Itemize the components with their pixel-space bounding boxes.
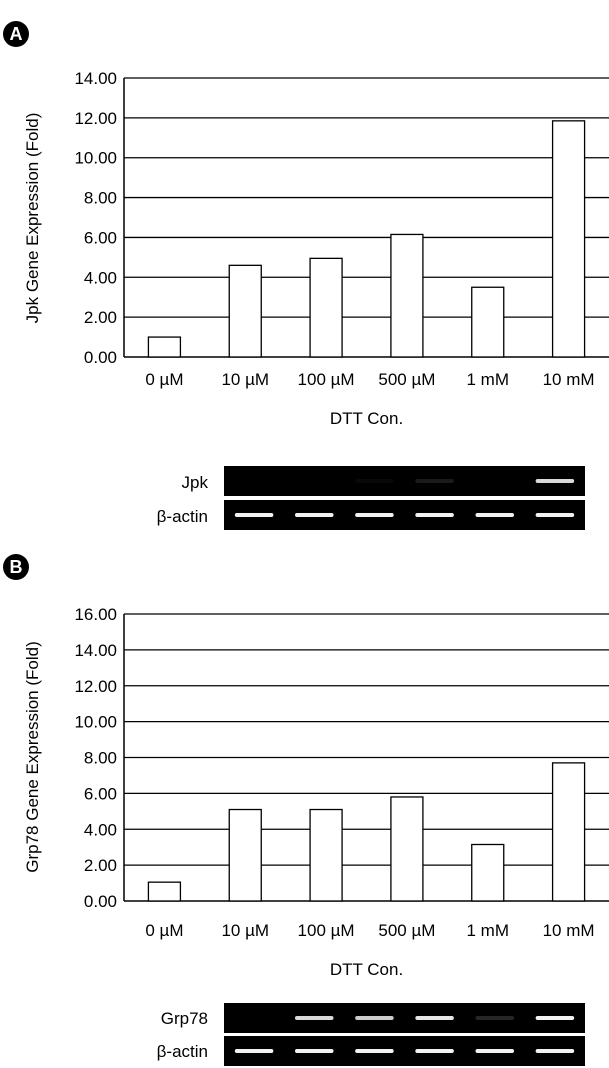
x-tick-label: 1 mM xyxy=(467,921,510,940)
x-tick-label: 100 µM xyxy=(298,921,355,940)
y-tick-label: 14.00 xyxy=(74,641,117,660)
bar xyxy=(309,257,343,358)
bar xyxy=(551,762,586,902)
x-axis-label: DTT Con. xyxy=(330,409,403,428)
x-tick-label: 500 µM xyxy=(378,921,435,940)
x-tick-label: 0 µM xyxy=(145,370,183,389)
y-tick-label: 0.00 xyxy=(84,348,117,367)
y-tick-label: 6.00 xyxy=(84,784,117,803)
bar xyxy=(228,808,262,902)
panel-letter: B xyxy=(10,557,23,577)
gel-band xyxy=(415,513,454,517)
bar xyxy=(147,336,182,358)
bar xyxy=(471,286,505,358)
y-axis-label: Grp78 Gene Expression (Fold) xyxy=(23,641,42,873)
y-tick-label: 8.00 xyxy=(84,749,117,768)
gel-band xyxy=(415,1016,454,1020)
x-tick-label: 1 mM xyxy=(467,370,510,389)
y-tick-label: 4.00 xyxy=(84,268,117,287)
y-tick-label: 2.00 xyxy=(84,856,117,875)
x-tick-label: 100 µM xyxy=(298,370,355,389)
gel-label-actin: β-actin xyxy=(157,507,208,526)
gel-band xyxy=(475,1049,515,1053)
bar xyxy=(390,796,424,902)
gel-band xyxy=(475,1016,515,1020)
x-tick-label: 10 µM xyxy=(221,921,269,940)
y-tick-label: 14.00 xyxy=(74,69,117,88)
gel-band xyxy=(535,479,575,483)
gel-band xyxy=(355,479,394,483)
x-tick-label: 500 µM xyxy=(378,370,435,389)
gel-band xyxy=(475,513,515,517)
panel-letter: A xyxy=(10,24,23,44)
gel-band xyxy=(415,479,454,483)
gel-label-target: Jpk xyxy=(182,473,209,492)
y-tick-label: 12.00 xyxy=(74,677,117,696)
panel-letter-badge xyxy=(3,21,29,47)
y-tick-label: 10.00 xyxy=(74,713,117,732)
gel-label-target: Grp78 xyxy=(161,1009,208,1028)
gel-band xyxy=(355,1049,394,1053)
gel-band xyxy=(355,1016,394,1020)
bar xyxy=(228,264,262,358)
chart-b: 0.00 2.00 4.00 6.00 8.00 10.00 12.00 14.00 16.00… xyxy=(23,605,609,979)
bar xyxy=(471,843,505,902)
gel-band xyxy=(535,1016,575,1020)
bar xyxy=(147,881,182,902)
gel-band xyxy=(294,1016,334,1020)
x-tick-label: 10 µM xyxy=(221,370,269,389)
x-tick-label: 10 mM xyxy=(543,921,595,940)
bar xyxy=(309,808,343,902)
gel-band xyxy=(535,513,575,517)
y-tick-label: 8.00 xyxy=(84,189,117,208)
x-axis-label: DTT Con. xyxy=(330,960,403,979)
y-tick-label: 4.00 xyxy=(84,820,117,839)
gel-band xyxy=(294,1049,334,1053)
gel-b: Grp78 β-actin xyxy=(157,1003,585,1066)
gel-band xyxy=(234,1049,274,1053)
y-tick-label: 6.00 xyxy=(84,228,117,247)
y-tick-label: 16.00 xyxy=(74,605,117,624)
y-tick-label: 10.00 xyxy=(74,149,117,168)
gel-band xyxy=(415,1049,454,1053)
panel-a: A 0.00 2.00 4.00 6.00 8.00 10.00 12.00 14.00 0 µ… xyxy=(3,21,609,530)
bar xyxy=(551,120,586,358)
gel-band xyxy=(355,513,394,517)
panel-letter-badge xyxy=(3,554,29,580)
x-tick-label: 0 µM xyxy=(145,921,183,940)
y-tick-label: 0.00 xyxy=(84,892,117,911)
gel-strip xyxy=(224,500,585,530)
gel-strip xyxy=(224,466,585,496)
x-tick-label: 10 mM xyxy=(543,370,595,389)
y-axis-label: Jpk Gene Expression (Fold) xyxy=(23,113,42,324)
panel-b: B 0.00 2.00 4.00 6.00 8.00 10.00 12.00 14.00 16.… xyxy=(3,554,609,1066)
gel-strip xyxy=(224,1036,585,1066)
gel-label-actin: β-actin xyxy=(157,1042,208,1061)
gel-band xyxy=(294,513,334,517)
chart-a: 0.00 2.00 4.00 6.00 8.00 10.00 12.00 14.00 0 µM 1… xyxy=(23,69,609,428)
bar xyxy=(390,233,424,358)
gel-band xyxy=(234,513,274,517)
y-tick-label: 12.00 xyxy=(74,109,117,128)
gel-band xyxy=(535,1049,575,1053)
gel-strip xyxy=(224,1003,585,1033)
y-tick-label: 2.00 xyxy=(84,308,117,327)
gel-a: Jpk β-actin xyxy=(157,466,585,530)
